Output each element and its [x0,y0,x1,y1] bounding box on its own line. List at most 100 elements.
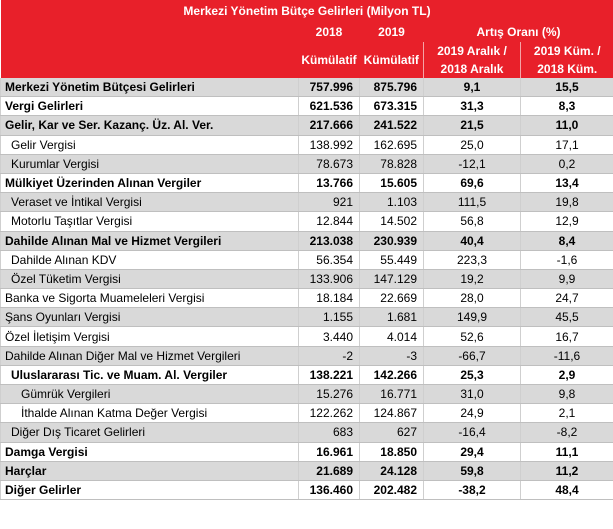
table-row: Damga Vergisi 16.961 18.850 29,4 11,1 [0,442,613,462]
header-blank [0,21,299,42]
growth-cumulative: 2,9 [520,365,613,386]
value-2018-cumulative: 16.961 [298,442,360,462]
value-2018-cumulative: 1.155 [298,307,360,328]
growth-december: 25,3 [423,365,521,386]
value-2018-cumulative: 78.673 [298,154,360,174]
value-2018-cumulative: 56.354 [298,250,360,270]
table-row: Veraset ve İntikal Vergisi 921 1.103 111,5 1… [0,192,613,213]
value-2019-cumulative: 241.522 [359,115,424,136]
growth-december: 31,3 [423,96,521,117]
growth-cumulative: 19,8 [520,192,613,213]
value-2018-cumulative: 13.766 [298,173,360,194]
header-blank [0,42,299,60]
growth-cumulative: 11,0 [520,115,613,136]
header-growth-label: Artış Oranı (%) [423,21,613,42]
table-row: Kurumlar Vergisi 78.673 78.828 -12,1 0,2 [0,154,613,174]
header-cumulative-2018: Kümülatif [298,42,360,78]
table-row: Merkezi Yönetim Bütçesi Gelirleri 757.996… [0,78,613,98]
header-title-row: Merkezi Yönetim Bütçe Gelirleri (Milyon … [0,0,613,21]
value-2018-cumulative: 15.276 [298,384,360,405]
table-row: Dahilde Alınan KDV 56.354 55.449 223,3 -1,6 [0,250,613,270]
header-cumulative-2019: Kümülatif [359,42,424,78]
value-2018-cumulative: 217.666 [298,115,360,136]
value-2019-cumulative: 78.828 [359,154,424,174]
row-label: Kurumlar Vergisi [0,154,299,174]
row-label: Dahilde Alınan Mal ve Hizmet Vergileri [0,231,299,251]
value-2018-cumulative: 12.844 [298,211,360,232]
growth-december: -66,7 [423,346,521,366]
value-2018-cumulative: 3.440 [298,326,360,347]
growth-december: 56,8 [423,211,521,232]
value-2019-cumulative: 875.796 [359,78,424,98]
value-2019-cumulative: 22.669 [359,288,424,309]
growth-december: 40,4 [423,231,521,251]
table-row: Diğer Gelirler 136.460 202.482 -38,2 48,4 [0,480,613,501]
growth-december: 19,2 [423,269,521,290]
value-2018-cumulative: 122.262 [298,403,360,424]
row-label: Dahilde Alınan Diğer Mal ve Hizmet Vergi… [0,346,299,366]
growth-cumulative: 0,2 [520,154,613,174]
header-cumulative-ratio-line1: 2019 Küm. / [520,42,613,60]
growth-cumulative: 8,3 [520,96,613,117]
table-row: Gelir, Kar ve Ser. Kazanç. Üz. Al. Ver. 2… [0,115,613,136]
growth-cumulative: -11,6 [520,346,613,366]
budget-revenue-table: Merkezi Yönetim Bütçe Gelirleri (Milyon … [0,0,613,501]
row-label: Merkezi Yönetim Bütçesi Gelirleri [0,78,299,98]
growth-cumulative: 15,5 [520,78,613,98]
table-title: Merkezi Yönetim Bütçe Gelirleri (Milyon … [0,0,613,21]
growth-december: 52,6 [423,326,521,347]
growth-cumulative: 45,5 [520,307,613,328]
value-2018-cumulative: 133.906 [298,269,360,290]
growth-cumulative: 8,4 [520,231,613,251]
growth-december: 111,5 [423,192,521,213]
table-row: Özel İletişim Vergisi 3.440 4.014 52,6 16,7 [0,326,613,347]
row-label: Özel Tüketim Vergisi [0,269,299,290]
table-row: Dahilde Alınan Diğer Mal ve Hizmet Vergi… [0,346,613,366]
header-cumulative-ratio-line2: 2018 Küm. [520,60,613,78]
row-label: Uluslararası Tic. ve Muam. Al. Vergiler [0,365,299,386]
growth-cumulative: 16,7 [520,326,613,347]
header-year-row: 2018 2019 Artış Oranı (%) [0,21,613,42]
value-2019-cumulative: 24.128 [359,461,424,481]
row-label: Özel İletişim Vergisi [0,326,299,347]
table-row: Gelir Vergisi 138.992 162.695 25,0 17,1 [0,135,613,155]
row-label: Veraset ve İntikal Vergisi [0,192,299,213]
value-2019-cumulative: 627 [359,422,424,443]
value-2019-cumulative: 124.867 [359,403,424,424]
value-2019-cumulative: 16.771 [359,384,424,405]
value-2019-cumulative: 4.014 [359,326,424,347]
growth-cumulative: 9,8 [520,384,613,405]
growth-cumulative: 13,4 [520,173,613,194]
value-2019-cumulative: 14.502 [359,211,424,232]
header-year-2019: 2019 [359,21,424,42]
row-label: Gelir, Kar ve Ser. Kazanç. Üz. Al. Ver. [0,115,299,136]
value-2018-cumulative: 921 [298,192,360,213]
growth-cumulative: 12,9 [520,211,613,232]
value-2018-cumulative: 138.992 [298,135,360,155]
value-2019-cumulative: 18.850 [359,442,424,462]
growth-december: 21,5 [423,115,521,136]
growth-december: 9,1 [423,78,521,98]
value-2018-cumulative: 683 [298,422,360,443]
table-row: Vergi Gelirleri 621.536 673.315 31,3 8,3 [0,96,613,117]
value-2018-cumulative: 213.038 [298,231,360,251]
row-label: Dahilde Alınan KDV [0,250,299,270]
growth-december: -38,2 [423,480,521,501]
value-2018-cumulative: 136.460 [298,480,360,501]
row-label: Motorlu Taşıtlar Vergisi [0,211,299,232]
growth-cumulative: 17,1 [520,135,613,155]
value-2019-cumulative: 162.695 [359,135,424,155]
table-row: Uluslararası Tic. ve Muam. Al. Vergiler 1… [0,365,613,386]
table-row: Diğer Dış Ticaret Gelirleri 683 627 -16,4 -8… [0,422,613,443]
growth-december: -12,1 [423,154,521,174]
table-row: Dahilde Alınan Mal ve Hizmet Vergileri 21… [0,231,613,251]
row-label: Harçlar [0,461,299,481]
growth-december: 223,3 [423,250,521,270]
row-label: Vergi Gelirleri [0,96,299,117]
growth-december: 29,4 [423,442,521,462]
value-2019-cumulative: 1.681 [359,307,424,328]
growth-december: 69,6 [423,173,521,194]
growth-december: 149,9 [423,307,521,328]
growth-december: 24,9 [423,403,521,424]
table-row: Gümrük Vergileri 15.276 16.771 31,0 9,8 [0,384,613,405]
